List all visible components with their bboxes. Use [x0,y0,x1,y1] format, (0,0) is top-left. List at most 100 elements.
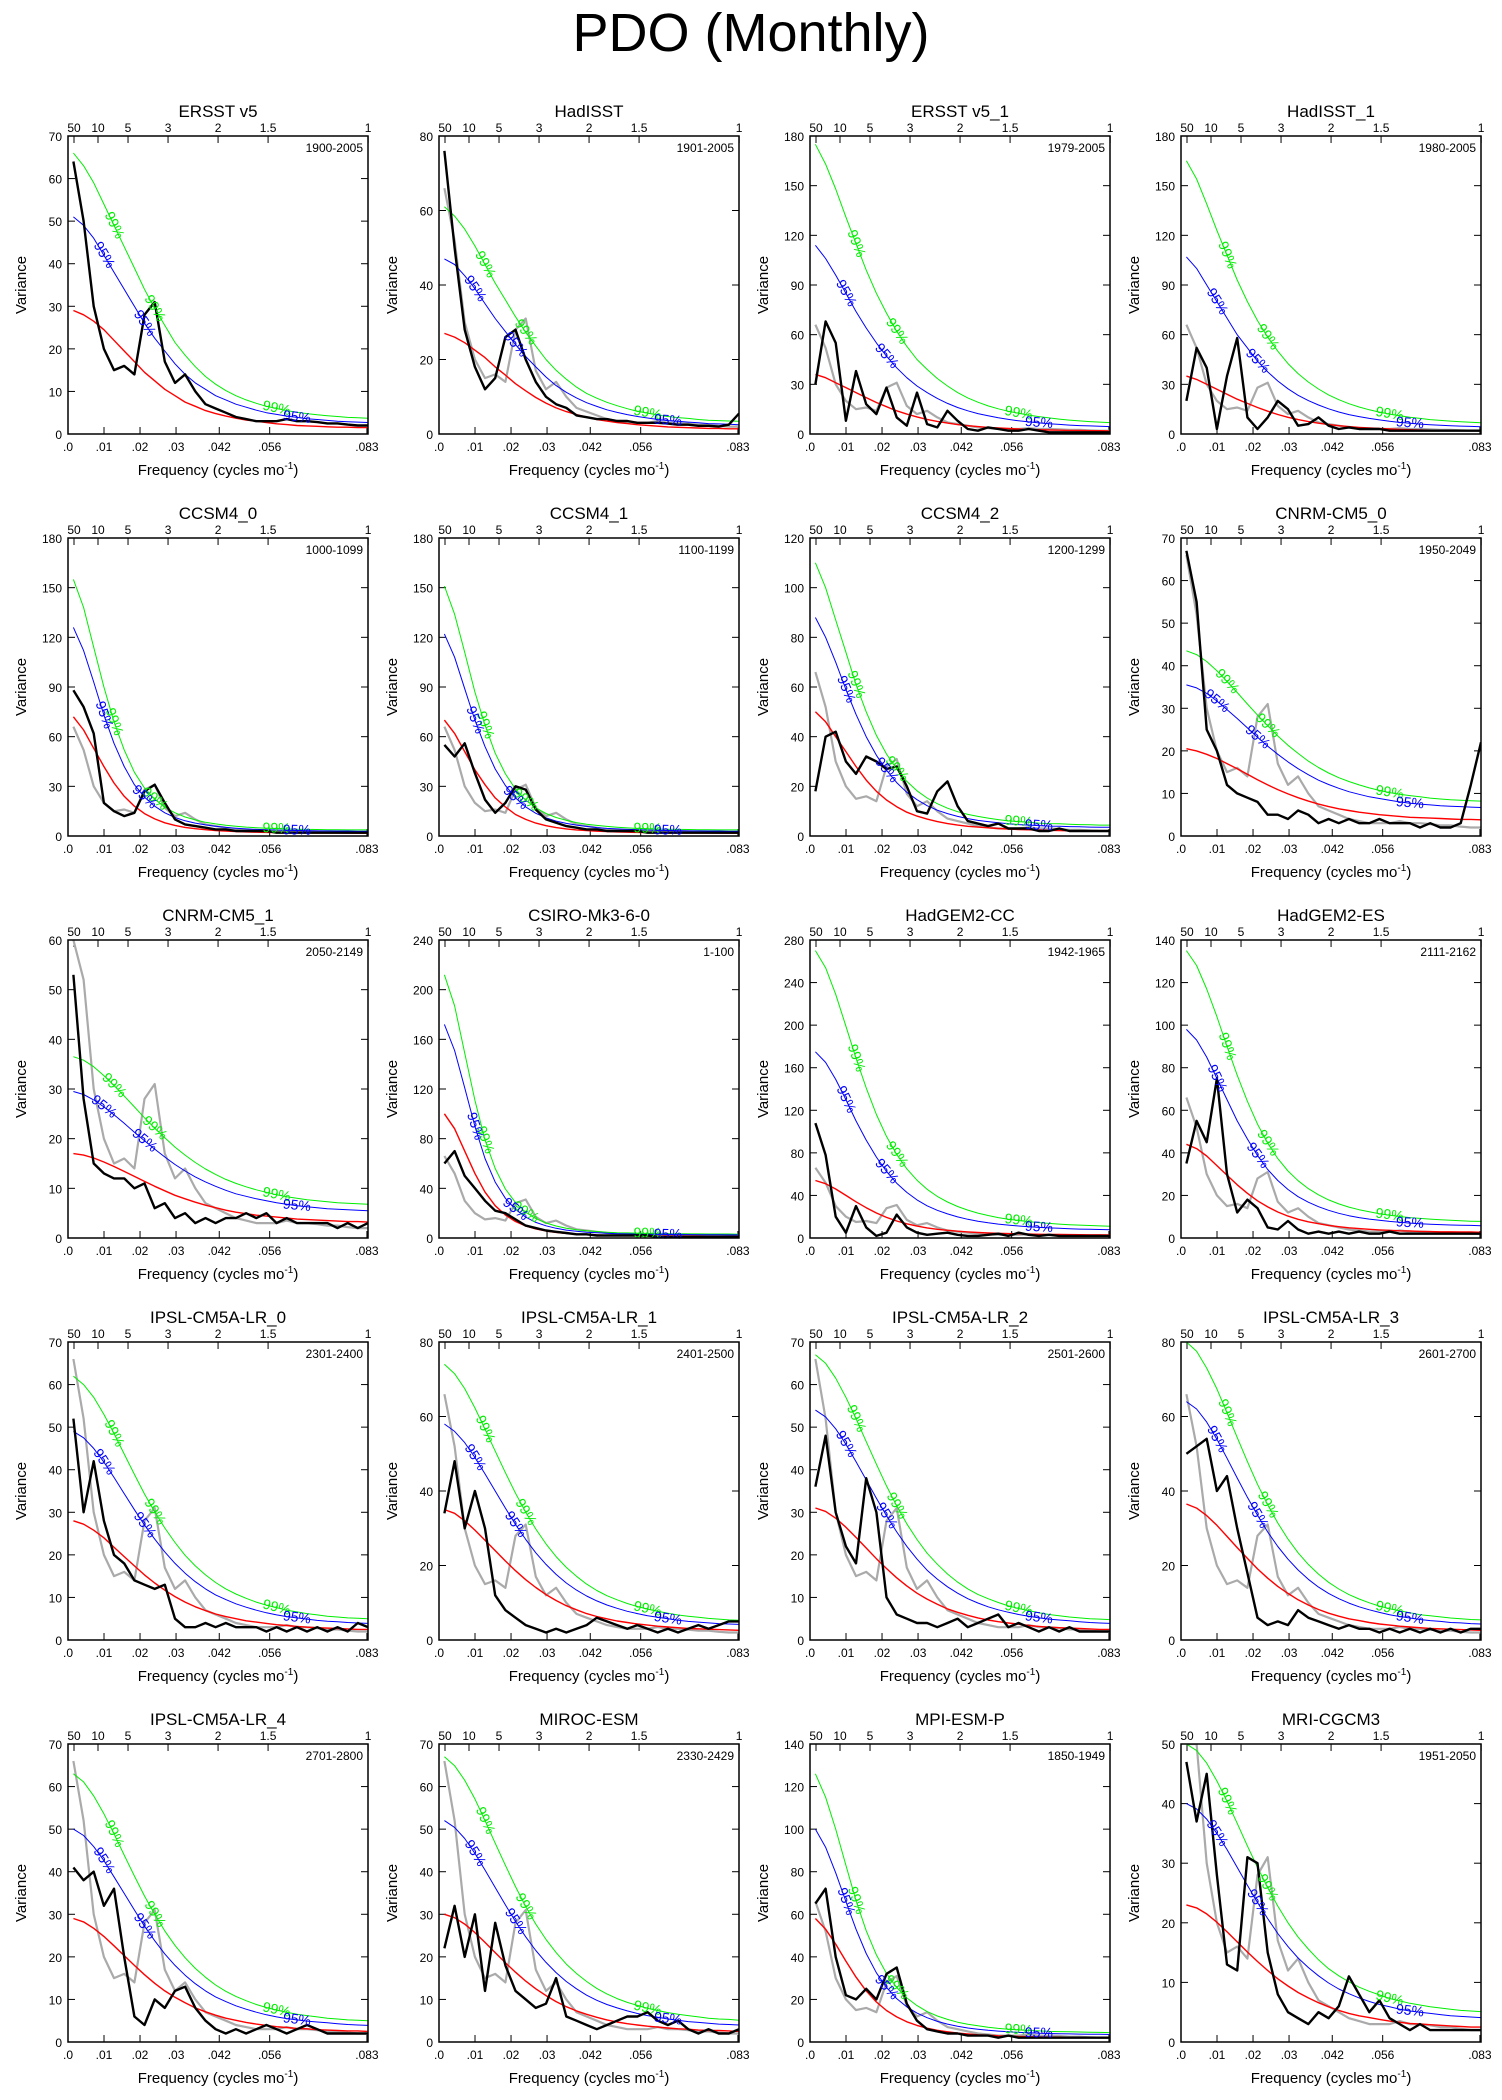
plot-frame [809,135,1111,435]
y-tick-label: 30 [1162,378,1176,392]
x-axis-label-close: ) [1406,462,1411,479]
x-tick-label: .03 [168,1646,185,1660]
label-ci99: 99% [632,1997,663,2018]
x-tick-label: .03 [1281,842,1298,856]
top-tick-label: 2 [957,925,964,939]
top-tick-label: 50 [809,1729,823,1743]
y-tick-label: 20 [49,1951,63,1965]
top-tick-label: 50 [438,121,452,135]
top-tick-label: 5 [867,925,874,939]
y-tick-label: 30 [49,780,63,794]
y-tick-label: 50 [420,1823,434,1837]
top-tick-label: 1 [1107,1729,1114,1743]
y-tick-label: 50 [1162,1738,1176,1752]
top-tick-label: 3 [907,925,914,939]
y-tick-label: 40 [420,1182,434,1196]
x-axis-label-sup: -1 [1026,2069,1035,2080]
series-ci95 [1186,1803,1481,2019]
top-tick-label: 2 [586,121,593,135]
x-axis-label-sup: -1 [655,2069,664,2080]
series-red_noise [815,1507,1110,1631]
plot-frame [809,939,1111,1239]
x-tick-label: .02 [874,1646,891,1660]
plot-frame [1180,1743,1482,2043]
top-tick-label: 3 [1278,523,1285,537]
x-tick-label: .083 [1097,1646,1121,1660]
x-tick-label: .02 [132,440,149,454]
top-tick-label: 1 [1478,925,1485,939]
label-ci95: 95% [282,1607,312,1626]
top-tick-label: 50 [438,1729,452,1743]
x-tick-label: .042 [208,1646,232,1660]
y-tick-label: 200 [413,984,433,998]
plot-frame [1180,1341,1482,1641]
x-axis-label: Frequency (cycles mo-1) [138,2069,299,2087]
y-tick-label: 80 [1162,1062,1176,1076]
x-tick-label: .03 [910,2048,927,2062]
x-tick-label: .042 [579,842,603,856]
x-tick-label: .056 [1371,842,1395,856]
x-axis-label-main: Frequency (cycles mo [1251,1668,1398,1685]
panel-6: CCSM4_11100-11990306090120150180.0.01.02… [384,504,750,881]
label-ci99: 99% [633,819,662,836]
y-tick-label: 80 [791,1866,805,1880]
y-axis-label: Variance [1126,658,1143,716]
y-tick-label: 0 [55,1634,62,1648]
top-tick-label: 1 [736,925,743,939]
series-ci95 [1186,1029,1481,1227]
top-tick-label: 1 [365,523,372,537]
panel-title: IPSL-CM5A-LR_1 [521,1308,657,1327]
panel-period: 2701-2800 [306,1749,364,1763]
y-tick-label: 180 [413,532,433,546]
label-ci95: 95% [1203,1817,1232,1849]
label-ci95: 95% [463,704,488,736]
x-axis-label-sup: -1 [1397,461,1406,472]
x-tick-label: .01 [1209,2048,1226,2062]
x-tick-label: .083 [1097,440,1121,454]
label-ci95: 95% [1024,1607,1054,1626]
y-tick-label: 60 [49,1379,63,1393]
top-tick-label: 3 [907,1327,914,1341]
top-tick-label: 3 [907,121,914,135]
top-tick-label: 10 [1204,121,1218,135]
x-axis-label-sup: -1 [1397,1667,1406,1678]
label-ci99: 99% [1216,1030,1240,1062]
series-ci95 [1186,256,1481,428]
x-tick-label: .083 [1468,842,1492,856]
series-observed [814,324,1110,432]
panel-title: ERSST v5 [178,102,257,121]
label-ci99: 99% [1003,1597,1034,1618]
x-axis-label-main: Frequency (cycles mo [138,2070,285,2087]
label-ci99: 99% [473,1804,499,1836]
x-tick-label: .083 [726,842,750,856]
x-tick-label: .042 [950,440,974,454]
x-tick-label: .056 [1000,2048,1024,2062]
top-tick-label: 5 [1238,1327,1245,1341]
y-tick-label: 60 [791,1908,805,1922]
series-spectrum [443,742,739,834]
y-tick-label: 150 [413,582,433,596]
x-tick-label: .02 [503,2048,520,2062]
y-tick-label: 60 [49,173,63,187]
x-axis-label: Frequency (cycles mo-1) [509,1667,670,1685]
top-tick-label: 1 [1107,523,1114,537]
plot-frame [67,1743,369,2043]
label-ci99: 99% [1375,781,1405,801]
top-tick-label: 3 [165,121,172,135]
x-tick-label: .042 [1321,2048,1345,2062]
y-tick-label: 120 [784,1781,804,1795]
x-tick-label: .083 [1468,2048,1492,2062]
panel-title: HadGEM2-ES [1277,906,1385,925]
plot-frame [1180,537,1482,837]
series-spectrum [443,1149,739,1238]
series-spectrum [72,689,368,834]
x-axis-label-sup: -1 [1026,863,1035,874]
y-tick-label: 120 [413,1083,433,1097]
x-tick-label: .056 [1000,440,1024,454]
series-red_noise [1186,748,1481,821]
y-tick-label: 90 [1162,279,1176,293]
x-tick-label: .0 [805,1646,815,1660]
top-tick-label: 5 [867,1729,874,1743]
x-axis-label-sup: -1 [284,2069,293,2080]
label-ci95: 95% [283,821,311,837]
